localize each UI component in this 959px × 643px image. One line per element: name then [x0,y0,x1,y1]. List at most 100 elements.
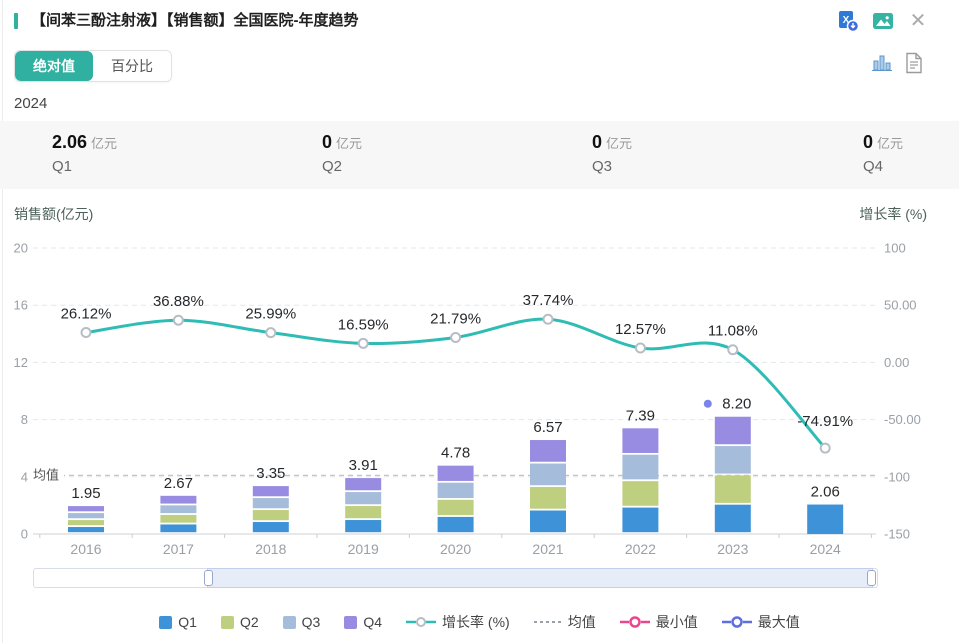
bar-2023-Q3[interactable] [714,446,751,474]
bar-2022-Q4[interactable] [622,428,659,453]
legend-item-min-value[interactable]: 最小值 [619,612,698,632]
growth-point-2022[interactable] [634,342,646,354]
left-axis-tick: 8 [21,412,28,427]
bar-chart-view-icon[interactable] [871,52,893,74]
growth-point-2017[interactable] [172,314,184,326]
legend-label: 最大值 [757,614,800,630]
summary-q2-unit: 亿元 [336,136,363,151]
tab-percentage[interactable]: 百分比 [93,51,171,81]
bar-2023-Q1[interactable] [714,504,751,533]
bar-2021-Q4[interactable] [530,440,566,462]
bar-total-label: 2.06 [811,484,840,501]
bar-2022-Q3[interactable] [622,454,659,480]
legend-item-mean[interactable]: 均值 [533,612,596,632]
bar-total-label: 7.39 [626,407,655,424]
tab-absolute-value[interactable]: 绝对值 [15,51,93,81]
chart-legend: Q1 Q2 Q3 Q4 增长率 (%) 均值 最小值 最大值 [0,612,959,632]
legend-item-q4[interactable]: Q4 [344,614,382,630]
bar-2020-Q2[interactable] [437,499,474,516]
trend-chart: 20 100 16 50.00 12 0.00 8 -50.00 4 -100 0 -150 均值 1.9… [14,241,921,558]
legend-swatch [159,615,173,629]
right-axis-tick: -100 [884,469,910,484]
bar-2018-Q2[interactable] [252,510,289,521]
bar-2022-Q1[interactable] [622,507,659,533]
growth-point-2020[interactable] [450,331,462,343]
image-export-icon[interactable] [871,9,895,33]
left-axis-tick: 0 [21,527,28,542]
report-view-icon[interactable] [903,52,925,74]
max-value-dot [703,399,712,408]
mean-line-label: 均值 [33,467,59,482]
quarter-summary-band: 2.06 亿元 Q1 0 亿元 Q2 0 亿元 Q3 0 亿元 Q4 [0,121,959,189]
legend-item-q1[interactable]: Q1 [159,614,197,630]
bar-2017-Q4[interactable] [160,495,197,504]
bar-2020-Q1[interactable] [437,516,474,533]
bar-2018-Q3[interactable] [252,498,289,509]
bar-2019-Q1[interactable] [345,520,382,533]
bar-2021-Q1[interactable] [530,510,566,533]
legend-item-growth-rate[interactable]: 增长率 (%) [406,612,510,632]
legend-item-q3[interactable]: Q3 [282,614,320,630]
bar-2019-Q3[interactable] [345,492,382,505]
x-axis-label-2017: 2017 [163,541,194,557]
bar-2019-Q2[interactable] [345,506,382,519]
bar-2023-Q4[interactable] [714,416,751,445]
growth-point-2021[interactable] [542,313,554,325]
legend-item-max-value[interactable]: 最大值 [721,612,800,632]
data-zoom-selection[interactable] [203,568,877,588]
growth-point-2023[interactable] [727,344,739,356]
summary-q3-unit: 亿元 [606,136,633,151]
bar-2022-Q2[interactable] [622,481,659,506]
bar-2017-Q2[interactable] [160,514,197,523]
legend-ring-marker [721,616,752,628]
bar-2016-Q3[interactable] [68,513,104,519]
growth-point-2019[interactable] [357,337,369,349]
bar-2021-Q3[interactable] [530,463,566,486]
bar-2017-Q3[interactable] [160,505,197,514]
growth-rate-label: 36.88% [153,293,204,310]
left-axis-tick: 20 [14,241,28,256]
close-icon[interactable]: ✕ [909,10,927,32]
legend-label: Q2 [239,614,259,630]
bar-2018-Q4[interactable] [252,486,289,497]
bar-2019-Q4[interactable] [345,478,382,491]
legend-item-q2[interactable]: Q2 [220,614,259,630]
growth-rate-label: -74.91% [797,413,853,430]
bar-2020-Q3[interactable] [437,482,474,499]
bar-2024-Q1[interactable] [807,504,844,534]
bar-2023-Q2[interactable] [714,475,751,503]
growth-point-2016[interactable] [80,327,92,339]
bar-2016-Q4[interactable] [68,506,104,512]
growth-rate-label: 16.59% [338,316,389,333]
data-zoom-right-handle[interactable] [867,570,877,586]
bar-2018-Q1[interactable] [252,522,289,533]
bar-total-label: 6.57 [533,419,562,436]
data-zoom-left-handle[interactable] [203,570,213,586]
title-accent-bar [14,13,18,29]
growth-rate-label: 37.74% [523,292,574,309]
growth-rate-label: 12.57% [615,321,666,338]
x-axis-label-2020: 2020 [440,541,471,557]
legend-label: 最小值 [655,614,698,630]
growth-point-2024[interactable] [819,442,831,454]
growth-point-2018[interactable] [265,327,277,339]
x-axis-label-2019: 2019 [348,541,379,557]
data-zoom-track[interactable] [33,568,878,588]
svg-text:X: X [843,15,850,26]
bar-2016-Q1[interactable] [68,527,104,533]
right-axis-tick: 0.00 [884,355,909,370]
legend-line-marker [406,617,437,627]
summary-q4-label: Q4 [863,158,884,175]
bar-2020-Q4[interactable] [437,465,474,481]
bar-2021-Q2[interactable] [530,487,566,509]
bar-total-label: 4.78 [441,445,470,462]
page-title: 【间苯三酚注射液】【销售额】全国医院-年度趋势 [31,12,359,29]
bar-2016-Q2[interactable] [68,520,104,526]
right-axis-tick: -50.00 [884,412,921,427]
legend-label: 增长率 (%) [442,614,510,630]
legend-swatch [220,615,234,629]
growth-rate-label: 26.12% [61,306,112,323]
bar-2017-Q1[interactable] [160,524,197,533]
legend-ring-marker [619,616,650,628]
excel-export-icon[interactable]: X [836,9,860,33]
